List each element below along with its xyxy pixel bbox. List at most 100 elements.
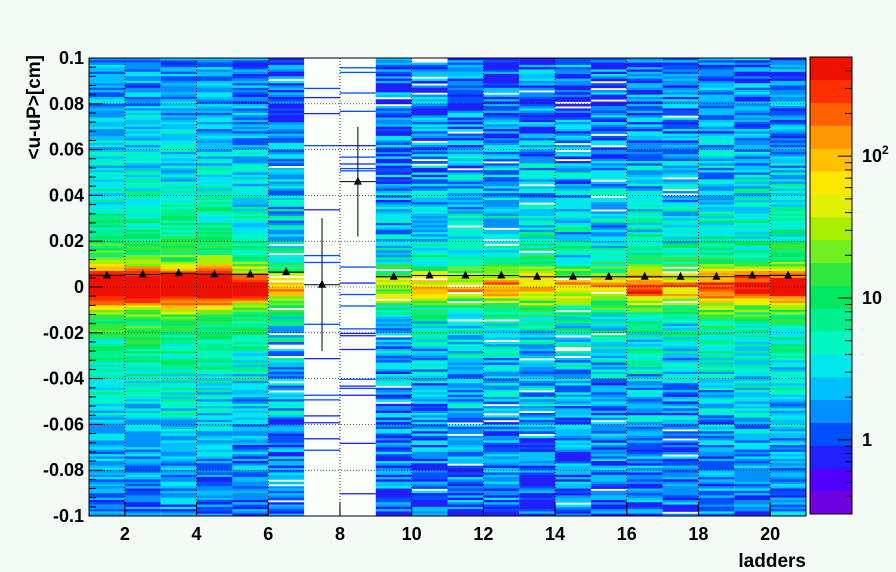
colorbar-segment (810, 285, 852, 309)
profile-marker (533, 271, 542, 280)
profile-point (555, 271, 591, 280)
y-tick-label: 0.02 (49, 231, 84, 251)
y-tick-label: -0.1 (53, 506, 84, 526)
x-tick-label: 2 (120, 524, 130, 544)
colorbar-segment (810, 399, 852, 423)
colorbar-segment (810, 102, 852, 126)
profile-markers (89, 126, 806, 352)
profile-point (519, 271, 556, 280)
y-tick-label: 0.06 (49, 140, 84, 160)
profile-marker (604, 271, 613, 280)
profile-marker (318, 279, 327, 288)
profile-point (734, 270, 771, 279)
colorbar-segment (810, 308, 852, 332)
profile-marker (748, 270, 757, 279)
colorbar-label: 102 (862, 143, 889, 166)
profile-point (483, 270, 520, 279)
ladder-column-5 (232, 58, 269, 517)
x-tick-label: 20 (760, 524, 780, 544)
colorbar-segment (810, 354, 852, 378)
ladder-column-20 (770, 58, 806, 517)
profile-marker (425, 270, 434, 279)
colorbar-segment (810, 171, 852, 195)
profile-point (124, 269, 161, 278)
ladder-column-2 (124, 58, 161, 517)
profile-point (196, 269, 233, 278)
colorbar-segment (810, 148, 852, 172)
colorbar-segment (810, 422, 852, 446)
colorbar-segment (810, 262, 852, 286)
y-tick-label: -0.06 (43, 414, 84, 434)
profile-point (375, 271, 412, 280)
profile-marker (389, 271, 398, 280)
profile-point (89, 270, 125, 279)
x-tick-label: 6 (263, 524, 273, 544)
profile-point (268, 267, 305, 276)
ladder-column-19 (734, 58, 771, 517)
profile-marker (461, 270, 470, 279)
profile-marker (712, 271, 721, 280)
profile-marker (640, 271, 649, 280)
profile-point (590, 271, 627, 280)
colorbar-segment (810, 445, 852, 469)
colorbar-segment (810, 79, 852, 103)
profile-point (160, 268, 197, 277)
ladder-column-10 (411, 62, 448, 517)
y-tick-label: 0.08 (49, 94, 84, 114)
x-tick-label: 14 (545, 524, 565, 544)
heatmap-layer (89, 58, 806, 517)
y-tick-label: -0.08 (43, 460, 84, 480)
y-ticks: -0.1 -0.08 -0.06 -0.04 -0.02 0 0.02 0.04 0.06 0.0… (43, 48, 103, 526)
profile-marker (174, 268, 183, 277)
x-tick-label: 10 (402, 524, 422, 544)
profile-marker (784, 270, 793, 279)
ladder-column-11 (447, 58, 484, 517)
profile-marker (102, 270, 111, 279)
x-tick-label: 12 (473, 524, 493, 544)
ladder-column-12 (483, 58, 520, 517)
grid-layer (89, 57, 806, 517)
profile-marker (353, 176, 362, 185)
colorbar-border (809, 56, 853, 515)
profile-marker (210, 269, 219, 278)
profile-point (339, 126, 376, 237)
y-axis-title: <u-uP>[cm] (24, 55, 45, 160)
profile-point (232, 269, 269, 278)
colorbar-label: 10 (862, 288, 882, 308)
x-tick-label: 8 (335, 524, 345, 544)
colorbar: 1 10 102 (809, 56, 889, 515)
x-tick-label: 4 (192, 524, 202, 544)
colorbar-segment (810, 491, 852, 515)
colorbar-segment (810, 216, 852, 241)
y-tick-label: -0.04 (43, 369, 84, 389)
profile-point (662, 271, 699, 280)
profile-marker (282, 267, 291, 276)
colorbar-segment (810, 57, 852, 81)
colorbar-segment (810, 194, 852, 218)
profile-marker (676, 271, 685, 280)
ladder-column-18 (698, 58, 735, 517)
colorbar-segment (810, 376, 852, 401)
ladder-column-1 (89, 58, 125, 517)
ladder-column-16 (626, 58, 663, 517)
ladder-column-6 (268, 58, 305, 517)
profile-point (447, 270, 484, 279)
profile-point (698, 271, 735, 280)
ladder-column-13 (519, 58, 556, 517)
profile-marker (246, 269, 255, 278)
ladder-column-9 (375, 58, 412, 517)
ladder-column-17 (662, 58, 699, 517)
y-tick-label: 0 (74, 277, 84, 297)
ladder-column-4 (196, 58, 233, 517)
profile-point (411, 270, 448, 279)
profile-point (770, 270, 806, 279)
x-ticks: 2 4 6 8 10 12 14 16 18 20 (120, 502, 780, 544)
colorbar-segment (810, 468, 852, 492)
profile-marker (497, 270, 506, 279)
colorbar-segment (810, 125, 852, 149)
x-tick-label: 16 (617, 524, 637, 544)
profile-marker (568, 271, 577, 280)
colorbar-label: 1 (862, 430, 872, 450)
